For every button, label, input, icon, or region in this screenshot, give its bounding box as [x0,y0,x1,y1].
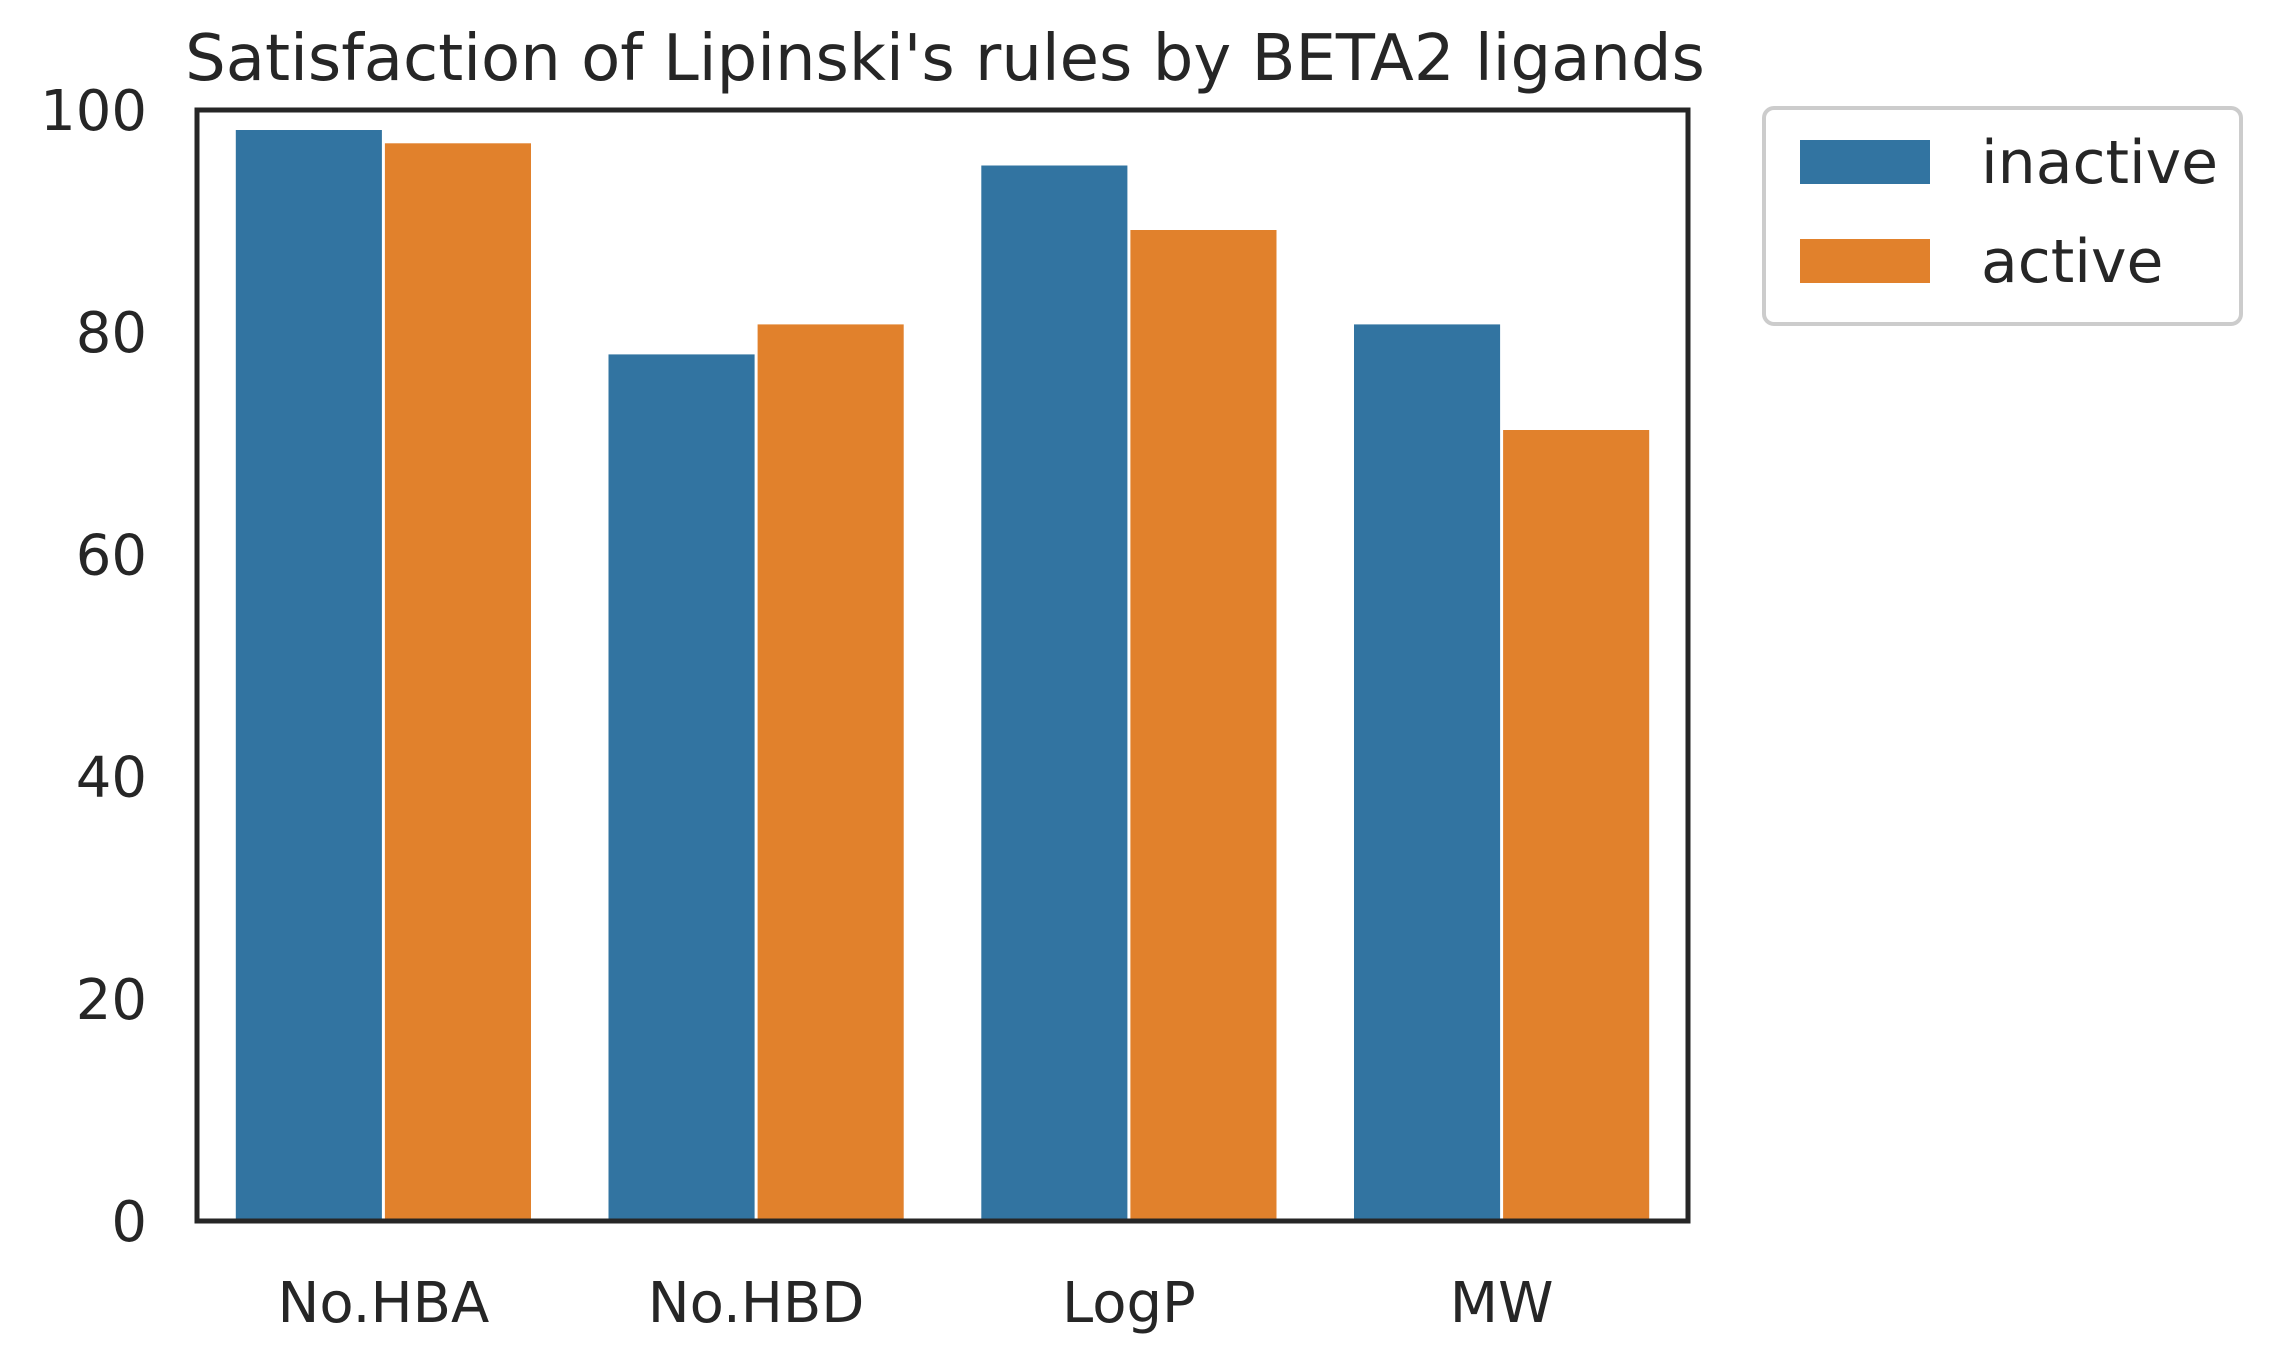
y-tick-label: 80 [76,301,147,366]
plot-frame [194,107,1691,1224]
bar-inactive-no-hba [235,130,382,1221]
y-tick-label: 0 [111,1190,147,1255]
y-tick-label: 20 [76,968,147,1033]
x-axis-tick-labels: No.HBA No.HBD LogP MW [277,1271,1553,1336]
legend-label-active: active [1981,227,2163,297]
legend: inactive active [1762,106,2243,326]
legend-swatch-active [1800,239,1930,283]
chart-title: Satisfaction of Lipinski's rules by BETA… [185,22,1705,96]
bars-group [235,130,1650,1221]
y-axis-tick-labels: 0 20 40 60 80 100 [40,79,147,1255]
x-tick-label: LogP [1062,1271,1196,1336]
bar-active-logp [1130,230,1277,1221]
x-tick-label: No.HBA [277,1271,489,1336]
bar-active-mw [1503,430,1650,1221]
x-tick-label: MW [1450,1271,1554,1336]
y-tick-label: 100 [40,79,147,144]
bar-active-no-hba [384,143,531,1221]
y-tick-label: 40 [76,746,147,811]
bar-active-no-hbd [757,324,904,1221]
legend-swatch-inactive [1800,140,1930,184]
x-tick-label: No.HBD [648,1271,865,1336]
bar-inactive-logp [981,165,1128,1221]
bar-inactive-no-hbd [608,354,755,1221]
bar-inactive-mw [1354,324,1501,1221]
y-tick-label: 60 [76,523,147,588]
legend-label-inactive: inactive [1981,128,2218,198]
